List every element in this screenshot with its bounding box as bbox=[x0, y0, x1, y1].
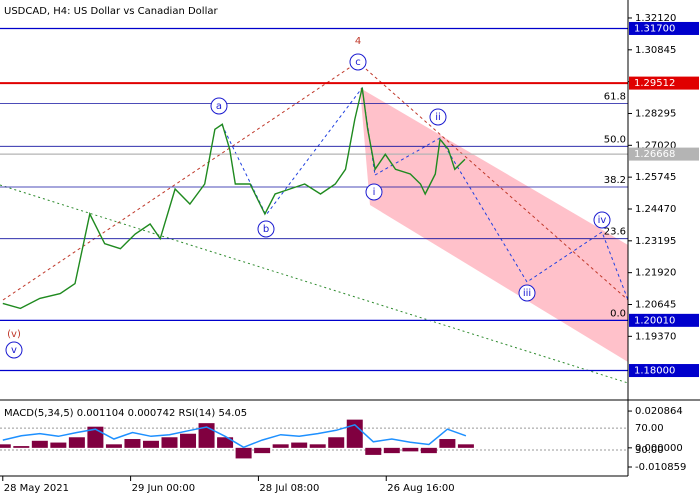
macd-bar bbox=[365, 447, 382, 455]
wave-circle bbox=[518, 284, 536, 302]
y-tick-label: 1.23195 bbox=[635, 236, 676, 247]
wave-circle bbox=[593, 211, 611, 229]
wave-circle bbox=[210, 97, 228, 115]
level-label: 1.29512 bbox=[634, 78, 675, 89]
fib-label: 23.6 bbox=[604, 227, 626, 238]
channel bbox=[360, 88, 628, 362]
wave-label: ii bbox=[435, 112, 441, 123]
wave-label: i bbox=[373, 187, 376, 198]
macd-bar bbox=[0, 444, 11, 448]
wave-circle bbox=[429, 108, 447, 126]
macd-bar bbox=[291, 442, 308, 448]
macd-bar bbox=[309, 444, 326, 448]
level-box bbox=[629, 147, 699, 161]
y-tick-label: 1.21920 bbox=[635, 268, 676, 279]
x-tick-label: 28 Jul 08:00 bbox=[259, 483, 319, 494]
wave-label: iii bbox=[523, 288, 531, 299]
wave-path bbox=[374, 137, 629, 301]
fib-label: 50.0 bbox=[604, 134, 626, 145]
fib-label: 0.0 bbox=[610, 308, 626, 319]
macd-bar bbox=[235, 447, 252, 459]
y-tick-label: 0.020864 bbox=[635, 406, 683, 417]
y-tick-label: 1.32120 bbox=[635, 13, 676, 24]
macd-bar bbox=[50, 442, 67, 448]
y-tick-label: 0.000000 bbox=[635, 443, 683, 454]
y2-tick-label: 70.00 bbox=[635, 423, 664, 434]
indicator-title: MACD(5,34,5) 0.001104 0.000742 RSI(14) 5… bbox=[4, 408, 247, 419]
wave-circle bbox=[365, 183, 383, 201]
level-label: 1.18000 bbox=[634, 366, 675, 377]
macd-bar bbox=[346, 419, 363, 448]
level-box bbox=[629, 364, 699, 378]
macd-bar bbox=[161, 437, 178, 448]
macd-bar bbox=[217, 437, 234, 448]
wave-label: 4 bbox=[355, 36, 361, 47]
wave-label: (v) bbox=[7, 329, 21, 340]
level-label: 1.26668 bbox=[634, 149, 675, 160]
macd-bar bbox=[68, 437, 85, 448]
price-line bbox=[2, 87, 466, 310]
macd-bar bbox=[457, 444, 474, 448]
chart-title: USDCAD, H4: US Dollar vs Canadian Dollar bbox=[4, 6, 218, 17]
x-tick-label: 26 Aug 16:00 bbox=[387, 483, 454, 494]
x-tick-label: 28 May 2021 bbox=[4, 483, 69, 494]
macd-bar bbox=[272, 444, 289, 448]
wave-circle bbox=[5, 341, 23, 359]
y-tick-label: 1.19370 bbox=[635, 331, 676, 342]
macd-bar bbox=[180, 433, 197, 448]
macd-bar bbox=[31, 440, 48, 448]
wave-label: b bbox=[263, 224, 269, 235]
level-box bbox=[629, 313, 699, 327]
y-tick-label: 1.20645 bbox=[635, 299, 676, 310]
level-label: 1.20010 bbox=[634, 315, 675, 326]
macd-bar bbox=[439, 439, 456, 448]
wave-label: a bbox=[216, 101, 222, 112]
fib-label: 61.8 bbox=[604, 92, 626, 103]
level-box bbox=[629, 21, 699, 35]
x-tick-label: 29 Jun 00:00 bbox=[132, 483, 196, 494]
macd-bar bbox=[383, 447, 400, 454]
macd-bar bbox=[328, 437, 345, 448]
fib-label: 38.2 bbox=[604, 175, 626, 186]
level-label: 1.31700 bbox=[634, 23, 675, 34]
wave-circle bbox=[349, 53, 367, 71]
macd-bar bbox=[254, 447, 271, 454]
level-box bbox=[629, 76, 699, 90]
y-tick-label: 1.28295 bbox=[635, 108, 676, 119]
rsi-line bbox=[2, 423, 467, 449]
y-tick-label: 1.30845 bbox=[635, 45, 676, 56]
macd-bar bbox=[420, 447, 437, 454]
wave-path bbox=[221, 86, 376, 216]
wave-label: v bbox=[11, 345, 17, 356]
macd-bar bbox=[13, 446, 30, 448]
macd-bar bbox=[142, 440, 159, 448]
wave-label: iv bbox=[598, 215, 607, 226]
y-tick-label: 1.25745 bbox=[635, 172, 676, 183]
macd-bar bbox=[105, 444, 122, 448]
y-tick-label: 1.27020 bbox=[635, 140, 676, 151]
macd-bar bbox=[124, 439, 141, 448]
y2-tick-label: 30.00 bbox=[635, 445, 664, 456]
y-tick-label: 1.24470 bbox=[635, 204, 676, 215]
wave-label: c bbox=[355, 57, 361, 68]
wave-circle bbox=[257, 220, 275, 238]
y-tick-label: -0.010859 bbox=[635, 462, 686, 473]
macd-bar bbox=[402, 447, 419, 452]
